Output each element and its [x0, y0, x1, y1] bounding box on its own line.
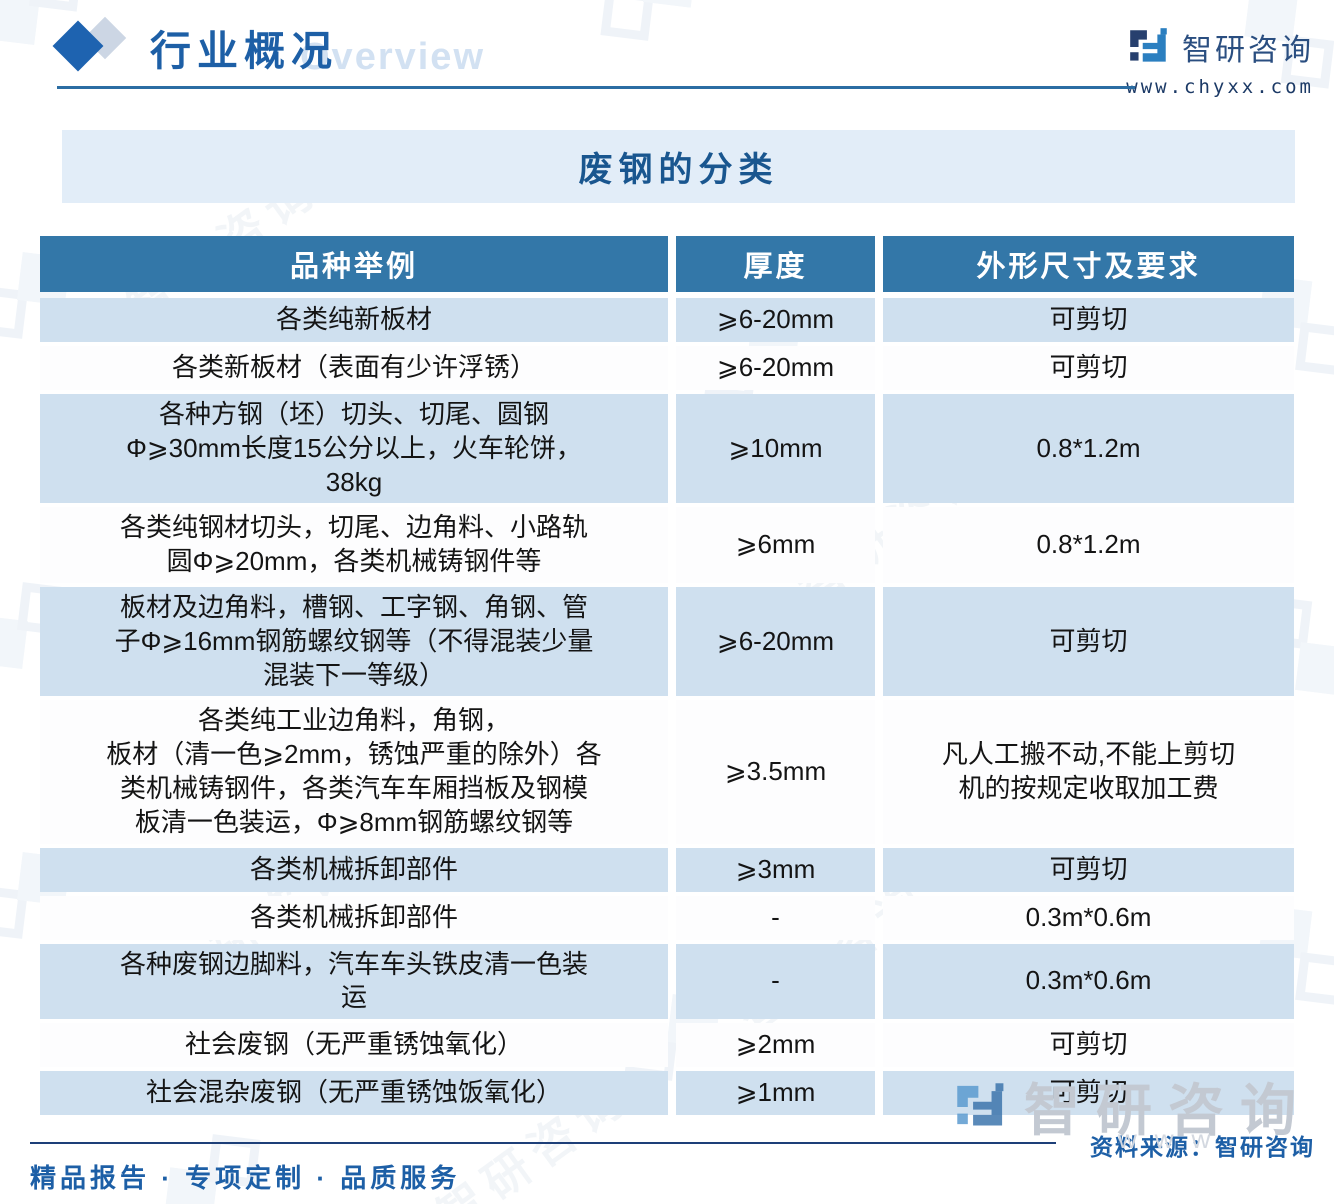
brand-url: www.chyxx.com — [1126, 76, 1314, 98]
cell-thickness: ⩾10mm — [676, 394, 875, 504]
chart-title-banner: 废钢的分类 — [62, 130, 1295, 203]
cell-thickness: - — [676, 943, 875, 1020]
table-row: 社会废钢（无严重锈蚀氧化） ⩾2mm 可剪切 — [40, 1023, 1294, 1068]
cell-variety: 各种废钢边脚料，汽车车头铁皮清一色装 运 — [40, 943, 668, 1020]
cell-requirement: 可剪切 — [883, 298, 1294, 342]
data-source-label: 资料来源：智研咨询 — [1090, 1134, 1315, 1160]
table-row: 各类机械拆卸部件 - 0.3m*0.6m — [40, 895, 1294, 940]
cell-variety: 板材及边角料，槽钢、工字钢、角钢、管 子Φ⩾16mm钢筋螺纹钢等（不得混装少量 … — [40, 586, 668, 697]
cell-requirement: 可剪切 — [883, 346, 1294, 390]
cell-thickness: ⩾3mm — [676, 847, 875, 892]
chart-title: 废钢的分类 — [578, 151, 779, 189]
section-title: 行业概况 — [150, 28, 338, 74]
cell-variety: 各类机械拆卸部件 — [40, 895, 668, 940]
header-divider — [57, 86, 1135, 89]
zhiyan-logo-icon — [1130, 28, 1167, 62]
cell-requirement: 0.3m*0.6m — [883, 895, 1294, 940]
header: 行业概况 Overview — [52, 14, 483, 80]
cell-variety: 各类纯工业边角料，角钢， 板材（清一色⩾2mm，锈蚀严重的除外）各 类机械铸钢件… — [40, 700, 668, 844]
table-body: 各类纯新板材 ⩾6-20mm 可剪切 各类新板材（表面有少许浮锈） ⩾6-20m… — [40, 298, 1294, 1116]
table-row: 各类纯工业边角料，角钢， 板材（清一色⩾2mm，锈蚀严重的除外）各 类机械铸钢件… — [40, 700, 1294, 844]
cell-thickness: ⩾1mm — [676, 1071, 875, 1116]
cell-thickness: ⩾6-20mm — [676, 586, 875, 697]
cell-variety: 社会混杂废钢（无严重锈蚀饭氧化） — [40, 1071, 668, 1116]
column-header-requirement: 外形尺寸及要求 — [883, 236, 1294, 292]
table-row: 各类纯新板材 ⩾6-20mm 可剪切 — [40, 298, 1294, 342]
table-header-row: 品种举例 厚度 外形尺寸及要求 — [40, 236, 1294, 292]
table-row: 各类新板材（表面有少许浮锈） ⩾6-20mm 可剪切 — [40, 346, 1294, 390]
diamond-icon — [52, 15, 134, 79]
table-row: 各类纯钢材切头，切尾、边角料、小路轨 圆Φ⩾20mm，各类机械铸钢件等 ⩾6mm… — [40, 507, 1294, 583]
brand-name: 智研咨询 — [1182, 34, 1314, 67]
table-row: 各类机械拆卸部件 ⩾3mm 可剪切 — [40, 847, 1294, 892]
cell-requirement: 可剪切 — [883, 1071, 1294, 1116]
cell-variety: 各类新板材（表面有少许浮锈） — [40, 346, 668, 390]
watermark-shape — [589, 0, 710, 56]
cell-thickness: ⩾2mm — [676, 1023, 875, 1068]
cell-requirement: 可剪切 — [883, 1023, 1294, 1068]
cell-thickness: ⩾3.5mm — [676, 700, 875, 844]
cell-thickness: ⩾6-20mm — [676, 298, 875, 342]
cell-requirement: 可剪切 — [883, 586, 1294, 697]
cell-variety: 各类纯新板材 — [40, 298, 668, 342]
cell-variety: 各种方钢（坯）切头、切尾、圆钢 Φ⩾30mm长度15公分以上，火车轮饼， 38k… — [40, 394, 668, 504]
column-header-thickness: 厚度 — [676, 236, 875, 292]
cell-requirement: 0.8*1.2m — [883, 507, 1294, 583]
cell-requirement: 0.8*1.2m — [883, 394, 1294, 504]
cell-thickness: - — [676, 895, 875, 940]
cell-requirement: 0.3m*0.6m — [883, 943, 1294, 1020]
cell-variety: 社会废钢（无严重锈蚀氧化） — [40, 1023, 668, 1068]
column-header-variety: 品种举例 — [40, 236, 668, 292]
brand-block: 智研咨询 www.chyxx.com — [1126, 24, 1314, 98]
cell-thickness: ⩾6-20mm — [676, 346, 875, 390]
cell-variety: 各类纯钢材切头，切尾、边角料、小路轨 圆Φ⩾20mm，各类机械铸钢件等 — [40, 507, 668, 583]
cell-requirement: 凡人工搬不动,不能上剪切 机的按规定收取加工费 — [883, 700, 1294, 844]
section-title-watermark: Overview — [300, 36, 485, 78]
cell-variety: 各类机械拆卸部件 — [40, 847, 668, 892]
table-row: 社会混杂废钢（无严重锈蚀饭氧化） ⩾1mm 可剪切 — [40, 1071, 1294, 1116]
classification-table: 品种举例 厚度 外形尺寸及要求 各类纯新板材 ⩾6-20mm 可剪切 各类新板材… — [40, 236, 1294, 1119]
table-row: 各种方钢（坯）切头、切尾、圆钢 Φ⩾30mm长度15公分以上，火车轮饼， 38k… — [40, 394, 1294, 504]
cell-requirement: 可剪切 — [883, 847, 1294, 892]
footer-services-label: 精品报告 · 专项定制 · 品质服务 — [30, 1163, 461, 1193]
cell-thickness: ⩾6mm — [676, 507, 875, 583]
table-row: 板材及边角料，槽钢、工字钢、角钢、管 子Φ⩾16mm钢筋螺纹钢等（不得混装少量 … — [40, 586, 1294, 697]
footer-divider — [30, 1142, 1056, 1144]
table-row: 各种废钢边脚料，汽车车头铁皮清一色装 运 - 0.3m*0.6m — [40, 943, 1294, 1020]
